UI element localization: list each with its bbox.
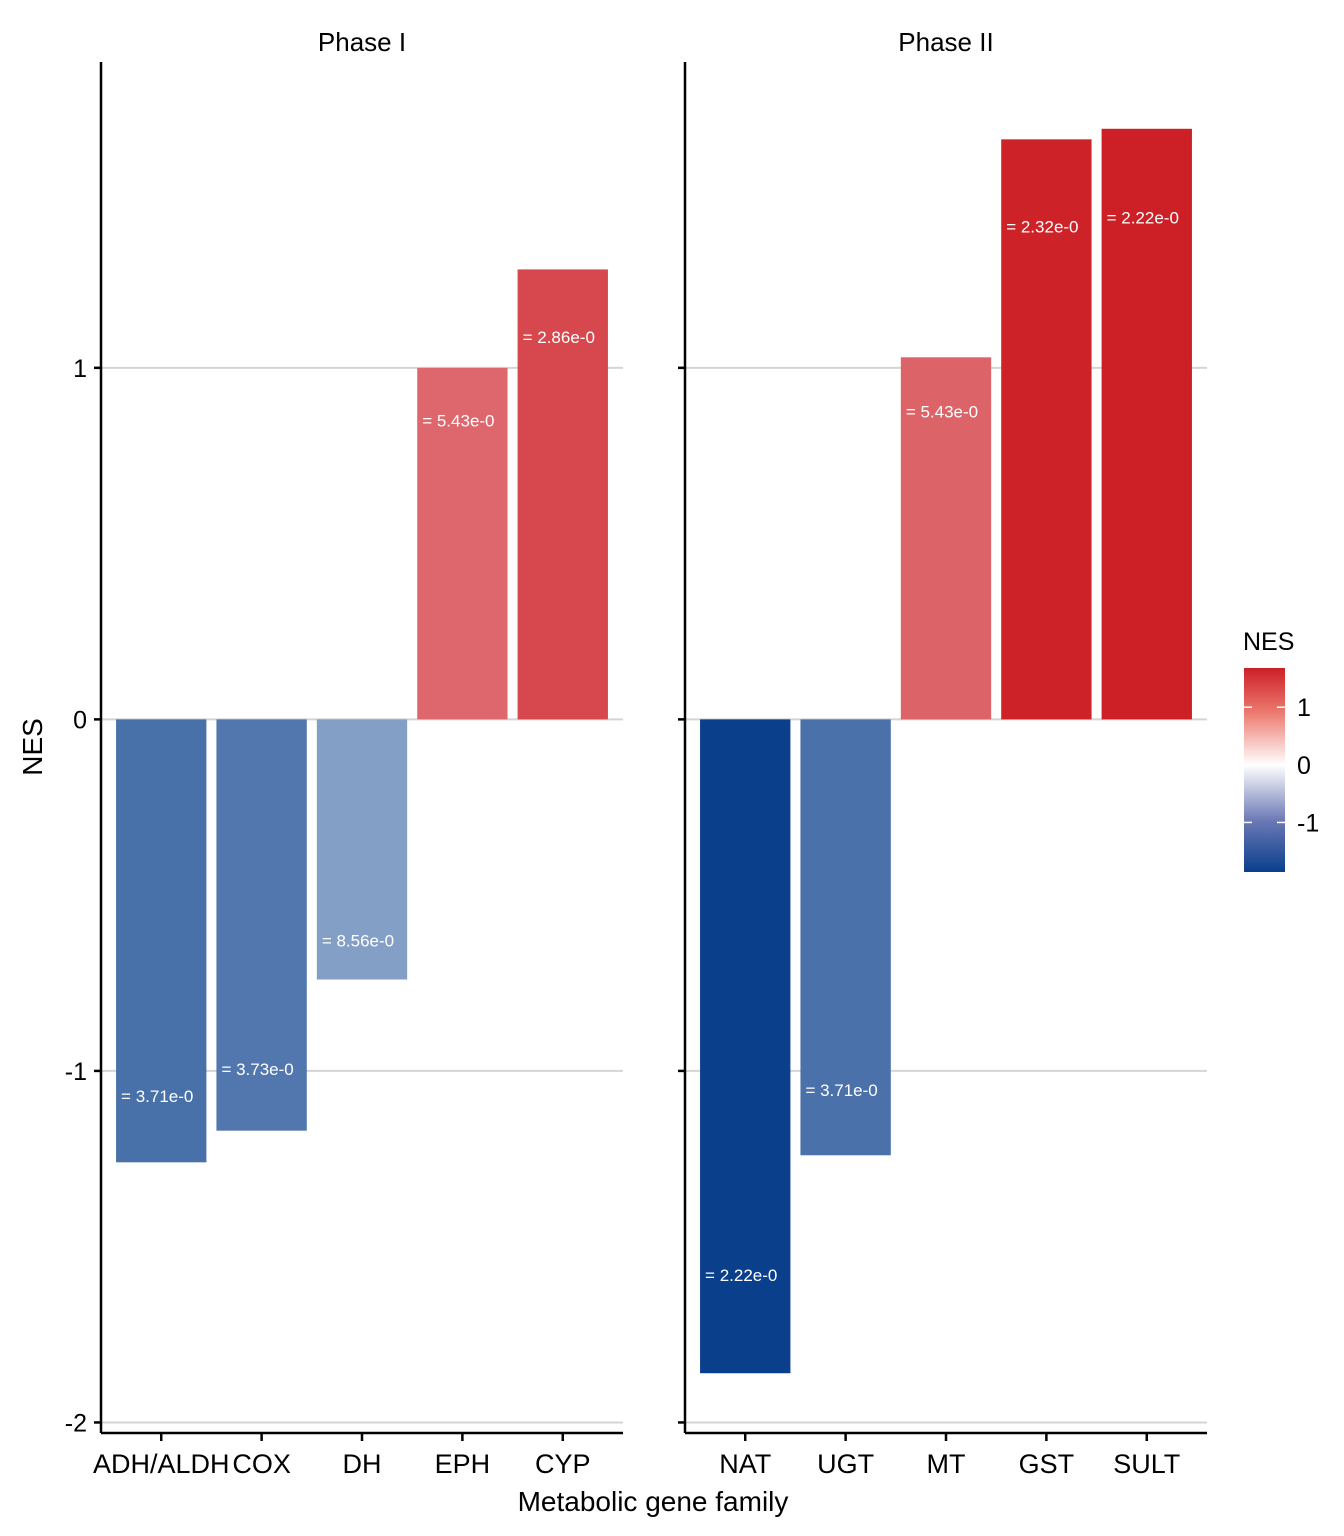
bar-ugt — [800, 719, 891, 1156]
bar-value-label: = 3.71e-0 — [805, 1081, 877, 1100]
bar-dh — [316, 719, 408, 980]
legend-title: NES — [1243, 628, 1294, 656]
x-tick-label-cox: COX — [232, 1449, 291, 1479]
x-tick-label-cyp: CYP — [535, 1449, 591, 1479]
x-tick-label-sult: SULT — [1113, 1449, 1180, 1479]
bar-adh-aldh — [116, 719, 207, 1163]
legend-colorbar — [1244, 668, 1285, 872]
bar-value-label: = 2.32e-0 — [1006, 217, 1078, 236]
bar-mt — [900, 357, 992, 720]
y-tick-label: -2 — [65, 1409, 87, 1437]
legend-tick-label: 1 — [1297, 694, 1311, 722]
x-tick-label-nat: NAT — [719, 1449, 771, 1479]
bar-value-label: = 5.43e-0 — [422, 412, 494, 431]
x-tick-label-eph: EPH — [435, 1449, 491, 1479]
bar-eph — [417, 367, 508, 720]
bar-sult — [1101, 128, 1192, 720]
bar-value-label: = 2.22e-0 — [705, 1266, 777, 1285]
legend-tick-label: 0 — [1297, 752, 1311, 780]
x-tick-label-dh: DH — [343, 1449, 382, 1479]
y-axis-title: NES — [17, 718, 48, 776]
bar-value-label: = 2.22e-0 — [1107, 208, 1179, 227]
facet-title: Phase I — [318, 27, 406, 57]
facet-panel-phase-2: = 2.22e-0 = 3.71e-0 = 5.43e-0 = 2.32e-0 = 2.… — [678, 27, 1207, 1479]
x-tick-label-adh-aldh: ADH/ALDH — [93, 1449, 230, 1479]
bar-gst — [1001, 139, 1092, 720]
bar-value-label: = 8.56e-0 — [322, 931, 394, 950]
facet-title: Phase II — [898, 27, 993, 57]
x-tick-label-ugt: UGT — [817, 1449, 874, 1479]
bar-value-label: = 2.86e-0 — [523, 328, 595, 347]
facet-panel-phase-1: = 3.71e-0 = 3.73e-0 = 8.56e-0 = 5.43e-0 = 2.… — [65, 27, 623, 1479]
legend-tick-label: -1 — [1297, 809, 1319, 837]
x-tick-label-mt: MT — [927, 1449, 966, 1479]
y-tick-label: -1 — [65, 1058, 87, 1086]
bar-nat — [700, 719, 791, 1374]
bar-cox — [216, 719, 307, 1131]
bar-value-label: = 3.73e-0 — [221, 1060, 293, 1079]
legend: NES 1 0 -1 — [1243, 628, 1319, 872]
bar-cyp — [517, 269, 608, 720]
y-tick-label: 1 — [73, 355, 87, 383]
x-tick-label-gst: GST — [1019, 1449, 1075, 1479]
bar-value-label: = 5.43e-0 — [906, 403, 978, 422]
bar-value-label: = 3.71e-0 — [121, 1087, 193, 1106]
y-tick-label: 0 — [73, 706, 87, 734]
x-axis-title: Metabolic gene family — [518, 1486, 789, 1517]
